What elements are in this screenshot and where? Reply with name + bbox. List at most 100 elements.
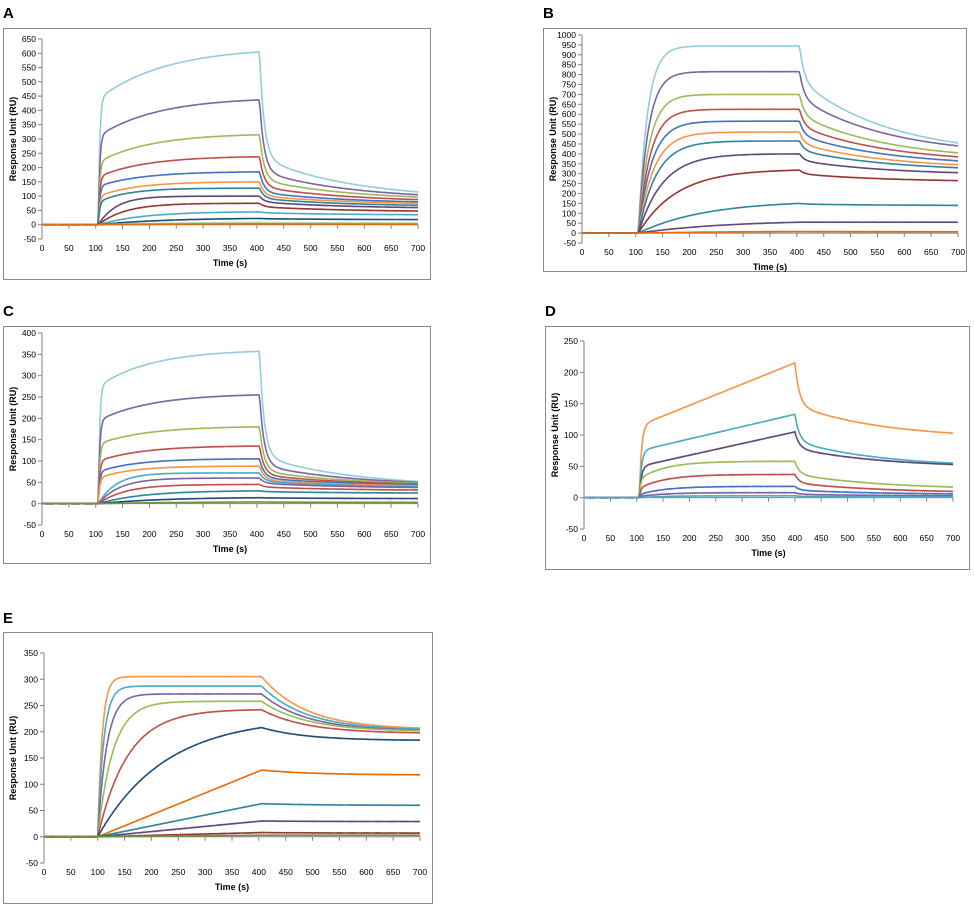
chart-d-series-line [584, 491, 954, 499]
chart-a-x-tick-label: 550 [330, 243, 344, 253]
chart-b-y-tick-label: 950 [562, 40, 576, 50]
chart-b-x-tick-label: 150 [655, 247, 669, 257]
chart-d-x-tick-label: 400 [788, 533, 802, 543]
chart-d-series-line [583, 485, 954, 499]
chart-a-x-tick-label: 150 [115, 243, 129, 253]
chart-a-y-tick-label: 500 [22, 77, 36, 87]
chart-d-x-tick-label: 650 [920, 533, 934, 543]
chart-d-y-tick-label: 50 [569, 461, 579, 471]
chart-d-y-tick-label: 150 [564, 399, 578, 409]
chart-e-y-tick-label: 50 [29, 806, 39, 816]
chart-c-y-label: Response Unit (RU) [8, 387, 18, 472]
chart-b-y-tick-label: 500 [562, 129, 576, 139]
chart-a-y-tick-label: 400 [22, 105, 36, 115]
chart-b-series-line [582, 70, 959, 234]
chart-e-series-line [44, 685, 421, 838]
chart-c-x-tick-label: 550 [330, 529, 344, 539]
panel-letter-d: D [545, 303, 556, 320]
chart-d-x-tick-label: 500 [840, 533, 854, 543]
chart-c-y-tick-label: 400 [22, 328, 36, 338]
chart-a-y-tick-label: 150 [22, 177, 36, 187]
chart-a-y-tick-label: 100 [22, 191, 36, 201]
chart-b-x-tick-label: 500 [843, 247, 857, 257]
chart-d-x-tick-label: 250 [709, 533, 723, 543]
chart-panel-b: -50 0 50 100 150 200 250 300 350 400 450 500 550 600 6… [543, 28, 967, 272]
chart-a-series-line [41, 222, 419, 226]
chart-c-x-tick-label: 250 [169, 529, 183, 539]
chart-e-series-line [44, 675, 421, 838]
chart-b-y-tick-label: 850 [562, 60, 576, 70]
chart-c-series-line [42, 457, 419, 505]
chart-b-y-label: Response Unit (RU) [548, 97, 558, 182]
chart-e-x-tick-label: 150 [117, 867, 131, 877]
chart-e-x-tick-label: 550 [332, 867, 346, 877]
chart-c-x-tick-label: 300 [196, 529, 210, 539]
chart-d-x-tick-label: 0 [582, 533, 587, 543]
chart-c-y-tick-label: 300 [22, 371, 36, 381]
chart-b-x-tick-label: 0 [580, 247, 585, 257]
chart-c-y-tick-label: -50 [24, 520, 37, 530]
chart-b-x-tick-label: 550 [870, 247, 884, 257]
chart-e-y-tick-label: 250 [24, 701, 38, 711]
chart-b-y-tick-label: 700 [562, 89, 576, 99]
chart-d-y-tick-label: 250 [564, 336, 578, 346]
chart-c-y-tick-label: 350 [22, 349, 36, 359]
chart-b-y-tick-label: 1000 [557, 30, 576, 40]
chart-c-series-line [42, 445, 419, 505]
chart-b-x-tick-label: 700 [951, 247, 965, 257]
chart-c-x-tick-label: 400 [250, 529, 264, 539]
chart-a-x-tick-label: 650 [384, 243, 398, 253]
chart-d-series-line [583, 413, 954, 499]
chart-b-x-label: Time (s) [753, 262, 787, 272]
chart-b-x-tick-label: 300 [736, 247, 750, 257]
chart-a-y-tick-label: 450 [22, 91, 36, 101]
chart-panel-c: -50 0 50 100 150 200 250 300 350 400 0 50 100 150 200 2… [3, 326, 431, 564]
chart-a-x-tick-label: 50 [64, 243, 74, 253]
chart-a-x-tick-label: 250 [169, 243, 183, 253]
chart-e-x-tick-label: 700 [413, 867, 427, 877]
chart-a-x-tick-label: 100 [89, 243, 103, 253]
chart-e-y-tick-label: 150 [24, 753, 38, 763]
chart-e-x-tick-label: 100 [91, 867, 105, 877]
chart-d-series-line [583, 494, 954, 499]
chart-b-x-tick-label: 400 [790, 247, 804, 257]
chart-c-x-tick-label: 700 [411, 529, 425, 539]
chart-d-x-tick-label: 600 [893, 533, 907, 543]
chart-b-series-line [582, 45, 958, 234]
chart-b-y-tick-label: 650 [562, 99, 576, 109]
chart-panel-a: -50 0 50 100 150 200 250 300 350 400 450 500 550 600 6… [3, 28, 431, 280]
chart-c-y-tick-label: 0 [31, 499, 36, 509]
chart-d-y-tick-label: 100 [564, 430, 578, 440]
chart-a-y-tick-label: -50 [24, 234, 37, 244]
chart-c-x-tick-label: 650 [384, 529, 398, 539]
chart-a-series-line [42, 195, 419, 226]
chart-e-x-tick-label: 250 [171, 867, 185, 877]
chart-d-x-tick-label: 700 [946, 533, 960, 543]
chart-d-x-label: Time (s) [751, 548, 785, 558]
chart-c-series-line [41, 393, 419, 505]
chart-d-series-line [584, 430, 954, 499]
chart-b-y-tick-label: 300 [562, 169, 576, 179]
panel-letter-a: A [3, 5, 14, 22]
chart-b-y-tick-label: 900 [562, 50, 576, 60]
chart-b-y-tick-label: -50 [564, 238, 577, 248]
chart-c-x-tick-label: 200 [142, 529, 156, 539]
chart-b-series-line [582, 120, 959, 234]
chart-a-x-tick-label: 400 [250, 243, 264, 253]
chart-d-x-tick-label: 300 [735, 533, 749, 543]
chart-a-y-tick-label: 50 [27, 205, 37, 215]
chart-b-x-tick-label: 200 [682, 247, 696, 257]
chart-e-y-tick-label: 200 [24, 727, 38, 737]
chart-e-y-tick-label: -50 [26, 858, 39, 868]
chart-panel-e: -50 0 50 100 150 200 250 300 350 0 50 100 150 200 250 3… [3, 632, 433, 904]
chart-e-x-tick-label: 300 [198, 867, 212, 877]
chart-b-y-tick-label: 450 [562, 139, 576, 149]
chart-c-x-tick-label: 50 [64, 529, 74, 539]
chart-a-series-line [42, 155, 419, 226]
chart-b-series-line [582, 202, 959, 234]
chart-c-series-line [42, 483, 419, 505]
chart-a-x-tick-label: 300 [196, 243, 210, 253]
chart-a-y-tick-label: 300 [22, 134, 36, 144]
chart-b-y-tick-label: 600 [562, 109, 576, 119]
